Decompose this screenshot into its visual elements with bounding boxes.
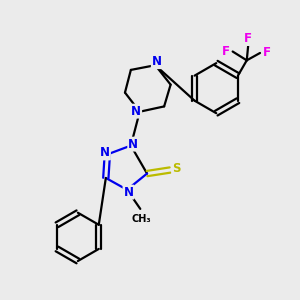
Text: N: N [128,138,138,151]
Text: F: F [222,45,230,58]
Text: N: N [131,105,141,118]
Text: S: S [172,162,181,175]
Text: CH₃: CH₃ [132,214,152,224]
Text: N: N [124,186,134,199]
Text: F: F [244,32,252,45]
Text: F: F [262,46,271,59]
Text: N: N [100,146,110,159]
Text: N: N [152,55,162,68]
